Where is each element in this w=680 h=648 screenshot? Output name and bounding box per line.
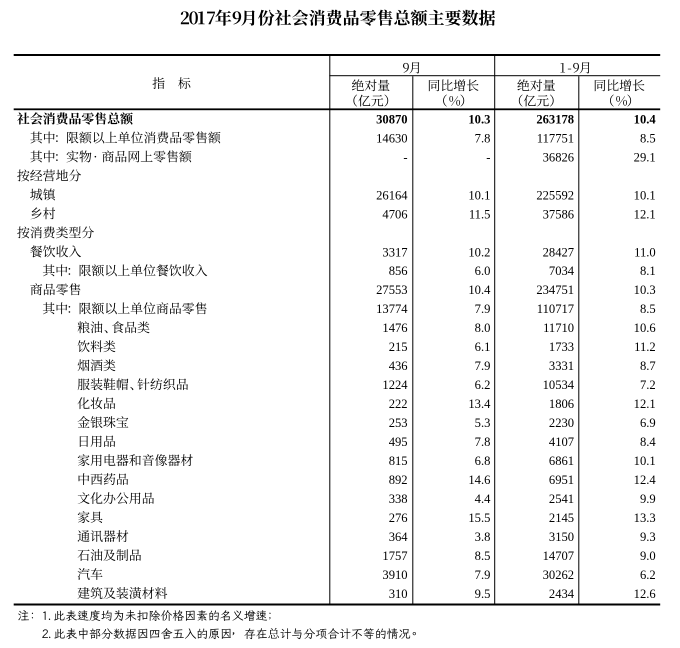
svg-text:36826: 36826 bbox=[543, 150, 574, 164]
svg-text:7034: 7034 bbox=[549, 264, 575, 278]
svg-text:11.0: 11.0 bbox=[634, 245, 656, 259]
svg-text:11710: 11710 bbox=[543, 321, 574, 335]
svg-text:10.1: 10.1 bbox=[634, 188, 656, 202]
svg-text:815: 815 bbox=[389, 454, 408, 468]
svg-text:1806: 1806 bbox=[549, 397, 574, 411]
svg-text:1224: 1224 bbox=[382, 378, 408, 392]
svg-text:14.6: 14.6 bbox=[468, 473, 490, 487]
svg-text:12.4: 12.4 bbox=[634, 473, 657, 487]
svg-text:7.9: 7.9 bbox=[475, 302, 491, 316]
svg-text:11.5: 11.5 bbox=[469, 207, 491, 221]
svg-text:2145: 2145 bbox=[549, 511, 574, 525]
svg-text:10.3: 10.3 bbox=[468, 112, 490, 126]
svg-text:4107: 4107 bbox=[549, 435, 574, 449]
svg-text:6861: 6861 bbox=[549, 454, 574, 468]
svg-text:110717: 110717 bbox=[537, 302, 574, 316]
svg-text:7.9: 7.9 bbox=[475, 359, 491, 373]
svg-text:-: - bbox=[403, 150, 407, 164]
svg-text:9.3: 9.3 bbox=[640, 530, 656, 544]
svg-text:234751: 234751 bbox=[536, 283, 574, 297]
svg-text:892: 892 bbox=[389, 473, 408, 487]
svg-text:2230: 2230 bbox=[549, 416, 574, 430]
svg-text:11.2: 11.2 bbox=[634, 340, 656, 354]
svg-text:436: 436 bbox=[389, 359, 408, 373]
svg-text:6.2: 6.2 bbox=[475, 378, 491, 392]
svg-text:225592: 225592 bbox=[536, 188, 574, 202]
svg-text:2434: 2434 bbox=[549, 587, 575, 601]
svg-text:8.0: 8.0 bbox=[475, 321, 491, 335]
svg-text:1733: 1733 bbox=[549, 340, 574, 354]
svg-text:6.0: 6.0 bbox=[475, 264, 491, 278]
svg-text:13.4: 13.4 bbox=[468, 397, 491, 411]
svg-text:29.1: 29.1 bbox=[634, 150, 656, 164]
svg-text:10.6: 10.6 bbox=[634, 321, 656, 335]
svg-text:10.3: 10.3 bbox=[634, 283, 656, 297]
svg-text:6.1: 6.1 bbox=[475, 340, 491, 354]
svg-text:12.1: 12.1 bbox=[634, 397, 656, 411]
svg-text:-: - bbox=[486, 150, 490, 164]
svg-text:9.0: 9.0 bbox=[640, 549, 656, 563]
svg-text:8.5: 8.5 bbox=[640, 302, 656, 316]
svg-text:4.4: 4.4 bbox=[475, 492, 491, 506]
svg-text:10.4: 10.4 bbox=[634, 112, 657, 126]
svg-text:7.8: 7.8 bbox=[475, 435, 491, 449]
svg-text:8.5: 8.5 bbox=[475, 549, 491, 563]
svg-text:14707: 14707 bbox=[543, 549, 574, 563]
svg-text:364: 364 bbox=[389, 530, 409, 544]
svg-text:28427: 28427 bbox=[543, 245, 574, 259]
svg-text:6.2: 6.2 bbox=[640, 568, 656, 582]
svg-text:7.9: 7.9 bbox=[475, 568, 491, 582]
svg-text:10534: 10534 bbox=[543, 378, 575, 392]
svg-text:3.8: 3.8 bbox=[475, 530, 491, 544]
svg-text:8.7: 8.7 bbox=[640, 359, 656, 373]
svg-text:13774: 13774 bbox=[376, 302, 408, 316]
svg-text:1757: 1757 bbox=[382, 549, 407, 563]
svg-text:215: 215 bbox=[389, 340, 408, 354]
svg-text:12.6: 12.6 bbox=[634, 587, 656, 601]
svg-text:26164: 26164 bbox=[376, 188, 408, 202]
svg-text:2541: 2541 bbox=[549, 492, 574, 506]
svg-text:10.1: 10.1 bbox=[468, 188, 490, 202]
svg-text:3910: 3910 bbox=[382, 568, 407, 582]
svg-text:9.5: 9.5 bbox=[475, 587, 491, 601]
svg-text:263178: 263178 bbox=[536, 112, 574, 126]
svg-text:222: 222 bbox=[389, 397, 408, 411]
svg-text:10.4: 10.4 bbox=[468, 283, 491, 297]
svg-text:14630: 14630 bbox=[376, 131, 407, 145]
svg-text:6.8: 6.8 bbox=[475, 454, 491, 468]
svg-text:27553: 27553 bbox=[376, 283, 407, 297]
svg-text:5.3: 5.3 bbox=[475, 416, 491, 430]
svg-text:1476: 1476 bbox=[382, 321, 407, 335]
svg-text:12.1: 12.1 bbox=[634, 207, 656, 221]
svg-text:856: 856 bbox=[389, 264, 408, 278]
svg-text:338: 338 bbox=[389, 492, 408, 506]
svg-text:8.4: 8.4 bbox=[640, 435, 656, 449]
svg-text:117751: 117751 bbox=[537, 131, 574, 145]
svg-text:253: 253 bbox=[389, 416, 408, 430]
svg-text:276: 276 bbox=[389, 511, 408, 525]
svg-text:37586: 37586 bbox=[543, 207, 574, 221]
svg-text:9.9: 9.9 bbox=[640, 492, 656, 506]
svg-text:10.2: 10.2 bbox=[468, 245, 490, 259]
svg-text:3317: 3317 bbox=[382, 245, 407, 259]
svg-text:3331: 3331 bbox=[549, 359, 574, 373]
svg-text:30262: 30262 bbox=[543, 568, 574, 582]
svg-text:3150: 3150 bbox=[549, 530, 574, 544]
svg-text:495: 495 bbox=[389, 435, 408, 449]
svg-text:30870: 30870 bbox=[376, 112, 407, 126]
svg-text:4706: 4706 bbox=[382, 207, 407, 221]
svg-text:13.3: 13.3 bbox=[634, 511, 656, 525]
svg-text:310: 310 bbox=[389, 587, 408, 601]
svg-text:15.5: 15.5 bbox=[468, 511, 490, 525]
svg-text:6.9: 6.9 bbox=[640, 416, 656, 430]
svg-text:8.5: 8.5 bbox=[640, 131, 656, 145]
svg-text:7.8: 7.8 bbox=[475, 131, 491, 145]
svg-text:6951: 6951 bbox=[549, 473, 574, 487]
svg-text:10.1: 10.1 bbox=[634, 454, 656, 468]
svg-text:7.2: 7.2 bbox=[640, 378, 656, 392]
svg-text:8.1: 8.1 bbox=[640, 264, 656, 278]
